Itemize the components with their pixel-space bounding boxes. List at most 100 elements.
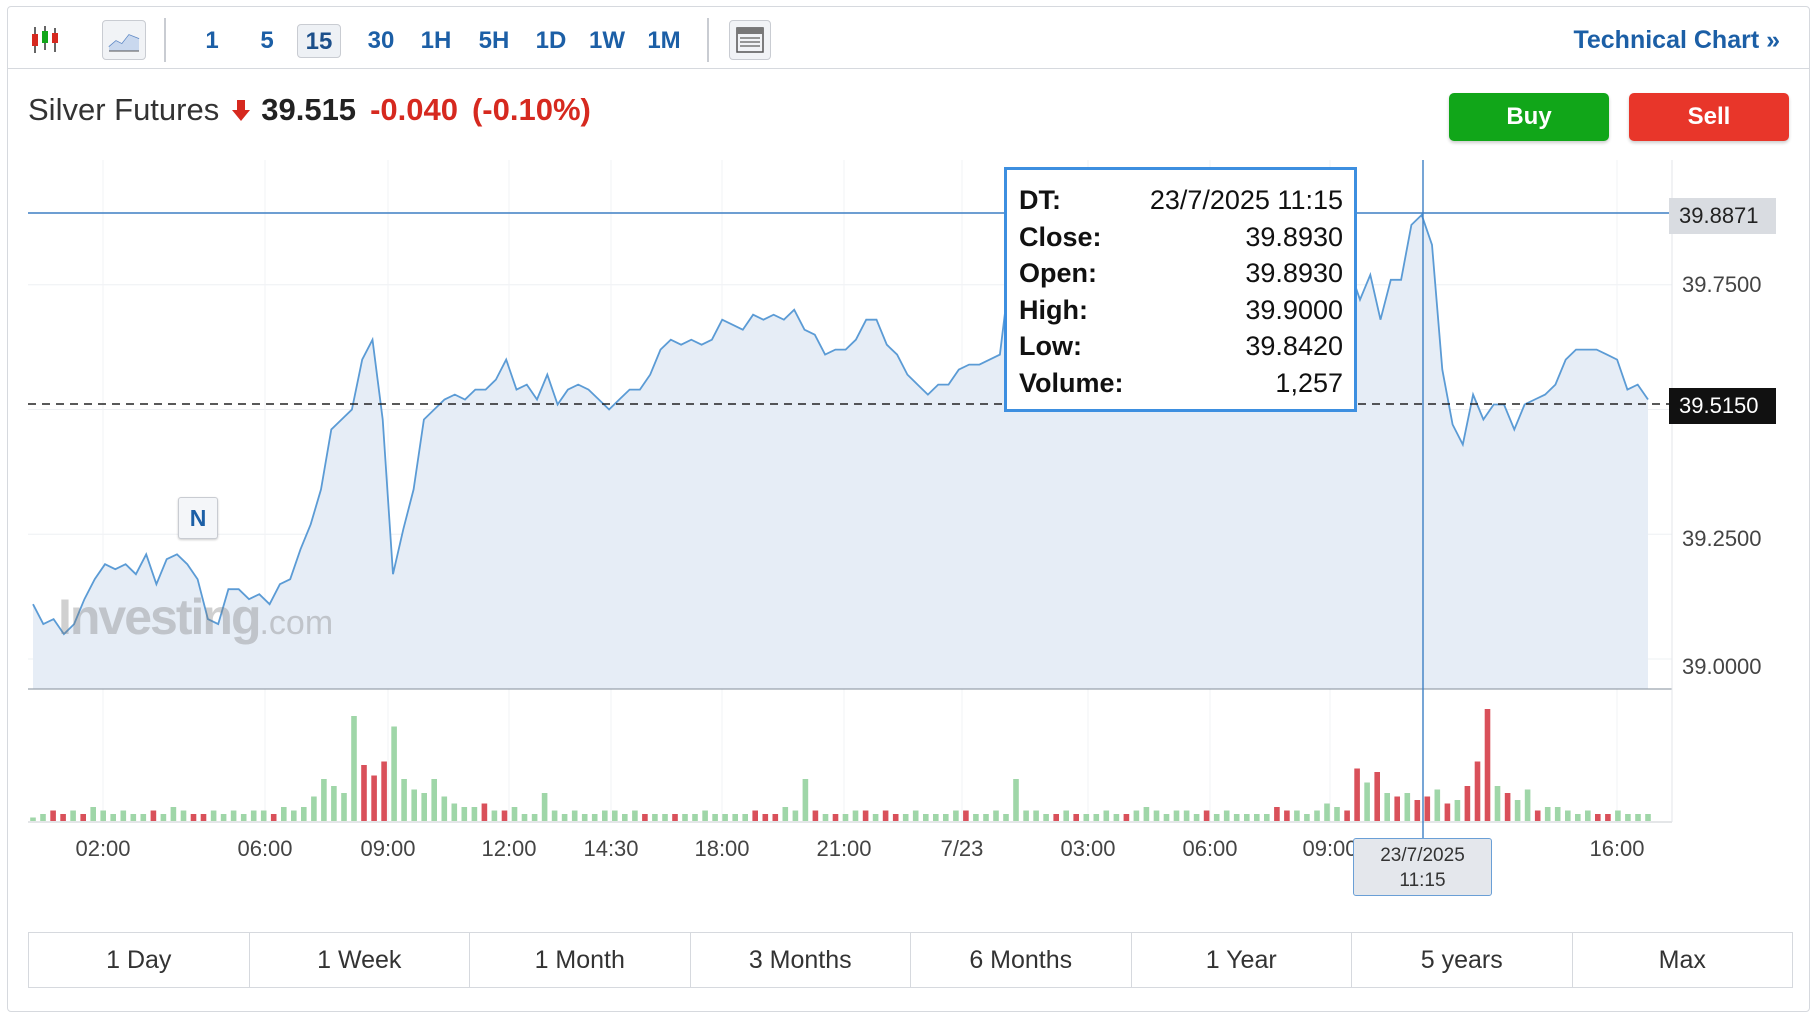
tooltip-value: 39.8930 <box>1245 258 1343 288</box>
instrument-name: Silver Futures <box>28 92 220 127</box>
tooltip-value: 39.8930 <box>1245 221 1343 252</box>
interval-1[interactable]: 1 <box>205 27 219 54</box>
tooltip-row-open: Open: 39.8930 <box>1019 255 1343 292</box>
volume-bar <box>1193 814 1200 821</box>
volume-bar <box>461 807 468 821</box>
tooltip-value: 1,257 <box>1275 367 1343 398</box>
volume-bar <box>752 810 758 821</box>
volume-bar <box>1394 796 1400 821</box>
x-tick: 02:00 <box>75 836 131 861</box>
period-6-months[interactable]: 6 Months <box>911 933 1132 987</box>
volume-bar <box>722 814 728 821</box>
volume-bar <box>1625 814 1631 821</box>
volume-bar <box>1374 772 1380 821</box>
volume-bar <box>732 814 738 821</box>
layout-settings-icon[interactable] <box>729 20 771 60</box>
interval-5[interactable]: 5 <box>260 27 274 54</box>
volume-bar <box>963 810 969 821</box>
tooltip-row-volume: Volume: 1,257 <box>1019 365 1343 402</box>
volume-bar <box>1565 810 1571 821</box>
volume-bar <box>321 779 327 821</box>
volume-bar <box>381 761 387 821</box>
buy-button[interactable]: Buy <box>1449 93 1609 141</box>
interval-1w[interactable]: 1W <box>589 27 625 54</box>
volume-bar <box>943 814 949 821</box>
x-tick: 16:00 <box>1589 836 1645 861</box>
period-1-month[interactable]: 1 Month <box>470 933 691 987</box>
volume-bar <box>80 814 86 821</box>
volume-bar <box>672 814 678 821</box>
volume-bar <box>200 814 207 821</box>
tooltip-label: DT: <box>1019 185 1061 215</box>
volume-bar <box>150 810 157 821</box>
volume-bar <box>1575 814 1581 821</box>
volume-bar <box>1534 810 1541 821</box>
volume-bar <box>1063 810 1069 821</box>
volume-bar <box>311 796 317 821</box>
period-1-year[interactable]: 1 Year <box>1132 933 1352 987</box>
watermark-suffix: .com <box>259 604 334 642</box>
volume-bar <box>1254 814 1260 821</box>
technical-chart-link[interactable]: Technical Chart » <box>1573 26 1780 54</box>
volume-bar <box>1464 786 1471 821</box>
volume-bar <box>802 779 809 821</box>
volume-bar <box>361 765 367 821</box>
x-tick: 14:30 <box>583 836 639 861</box>
tooltip-label: Low: <box>1019 331 1082 361</box>
interval-30[interactable]: 30 <box>367 27 395 54</box>
volume-bar <box>1494 786 1501 821</box>
interval-5h[interactable]: 5H <box>478 27 510 54</box>
interval-15[interactable]: 15 <box>297 24 341 58</box>
x-tick: 09:00 <box>1302 836 1358 861</box>
period-1-week[interactable]: 1 Week <box>250 933 470 987</box>
volume-bar <box>882 810 889 821</box>
volume-bar <box>130 814 137 821</box>
volume-bar <box>220 814 227 821</box>
period-3-months[interactable]: 3 Months <box>691 933 911 987</box>
volume-bar <box>140 814 147 821</box>
volume-bar <box>1434 789 1441 821</box>
volume-bar <box>1033 810 1039 821</box>
tooltip-row-high: High: 39.9000 <box>1019 292 1343 329</box>
volume-bar <box>1615 810 1621 821</box>
volume-bar <box>1264 814 1270 821</box>
volume-bar <box>842 814 849 821</box>
period-1-day[interactable]: 1 Day <box>29 933 250 987</box>
price-line <box>32 213 1649 636</box>
area-chart-icon[interactable] <box>102 20 146 60</box>
volume-bar <box>411 789 417 821</box>
interval-1h[interactable]: 1H <box>420 27 452 54</box>
y-tick: 39.2500 <box>1682 526 1762 551</box>
volume-bar <box>682 814 688 821</box>
period-5-years[interactable]: 5 years <box>1352 933 1573 987</box>
volume-bar <box>622 814 628 821</box>
volume-bar <box>652 814 658 821</box>
volume-bar <box>1605 814 1611 821</box>
sell-button[interactable]: Sell <box>1629 93 1789 141</box>
price-change-percent: (-0.10%) <box>471 92 591 127</box>
volume-bar <box>240 814 247 821</box>
volume-bar <box>1454 800 1461 821</box>
candlestick-chart-icon[interactable] <box>25 20 65 60</box>
volume-bar <box>1304 814 1310 821</box>
news-marker[interactable]: N <box>178 497 218 539</box>
interval-1m[interactable]: 1M <box>647 27 681 54</box>
crosshair-price-label: 39.8871 <box>1669 198 1776 234</box>
volume-bar <box>1073 814 1079 821</box>
volume-bar <box>1093 814 1100 821</box>
volume-bar <box>120 810 127 821</box>
volume-bar <box>612 810 618 821</box>
x-tick: 09:00 <box>360 836 416 861</box>
tooltip-label: High: <box>1019 294 1088 325</box>
volume-bar <box>1244 814 1250 821</box>
volume-bar <box>953 810 959 821</box>
volume-bar <box>421 793 427 821</box>
volume-bar <box>1133 810 1140 821</box>
interval-1d[interactable]: 1D <box>535 27 567 54</box>
volume-bar <box>1404 793 1411 821</box>
price-change: -0.040 <box>370 92 458 127</box>
volume-bar <box>1163 814 1170 821</box>
period-max[interactable]: Max <box>1658 945 1706 974</box>
volume-bar <box>1444 803 1451 821</box>
